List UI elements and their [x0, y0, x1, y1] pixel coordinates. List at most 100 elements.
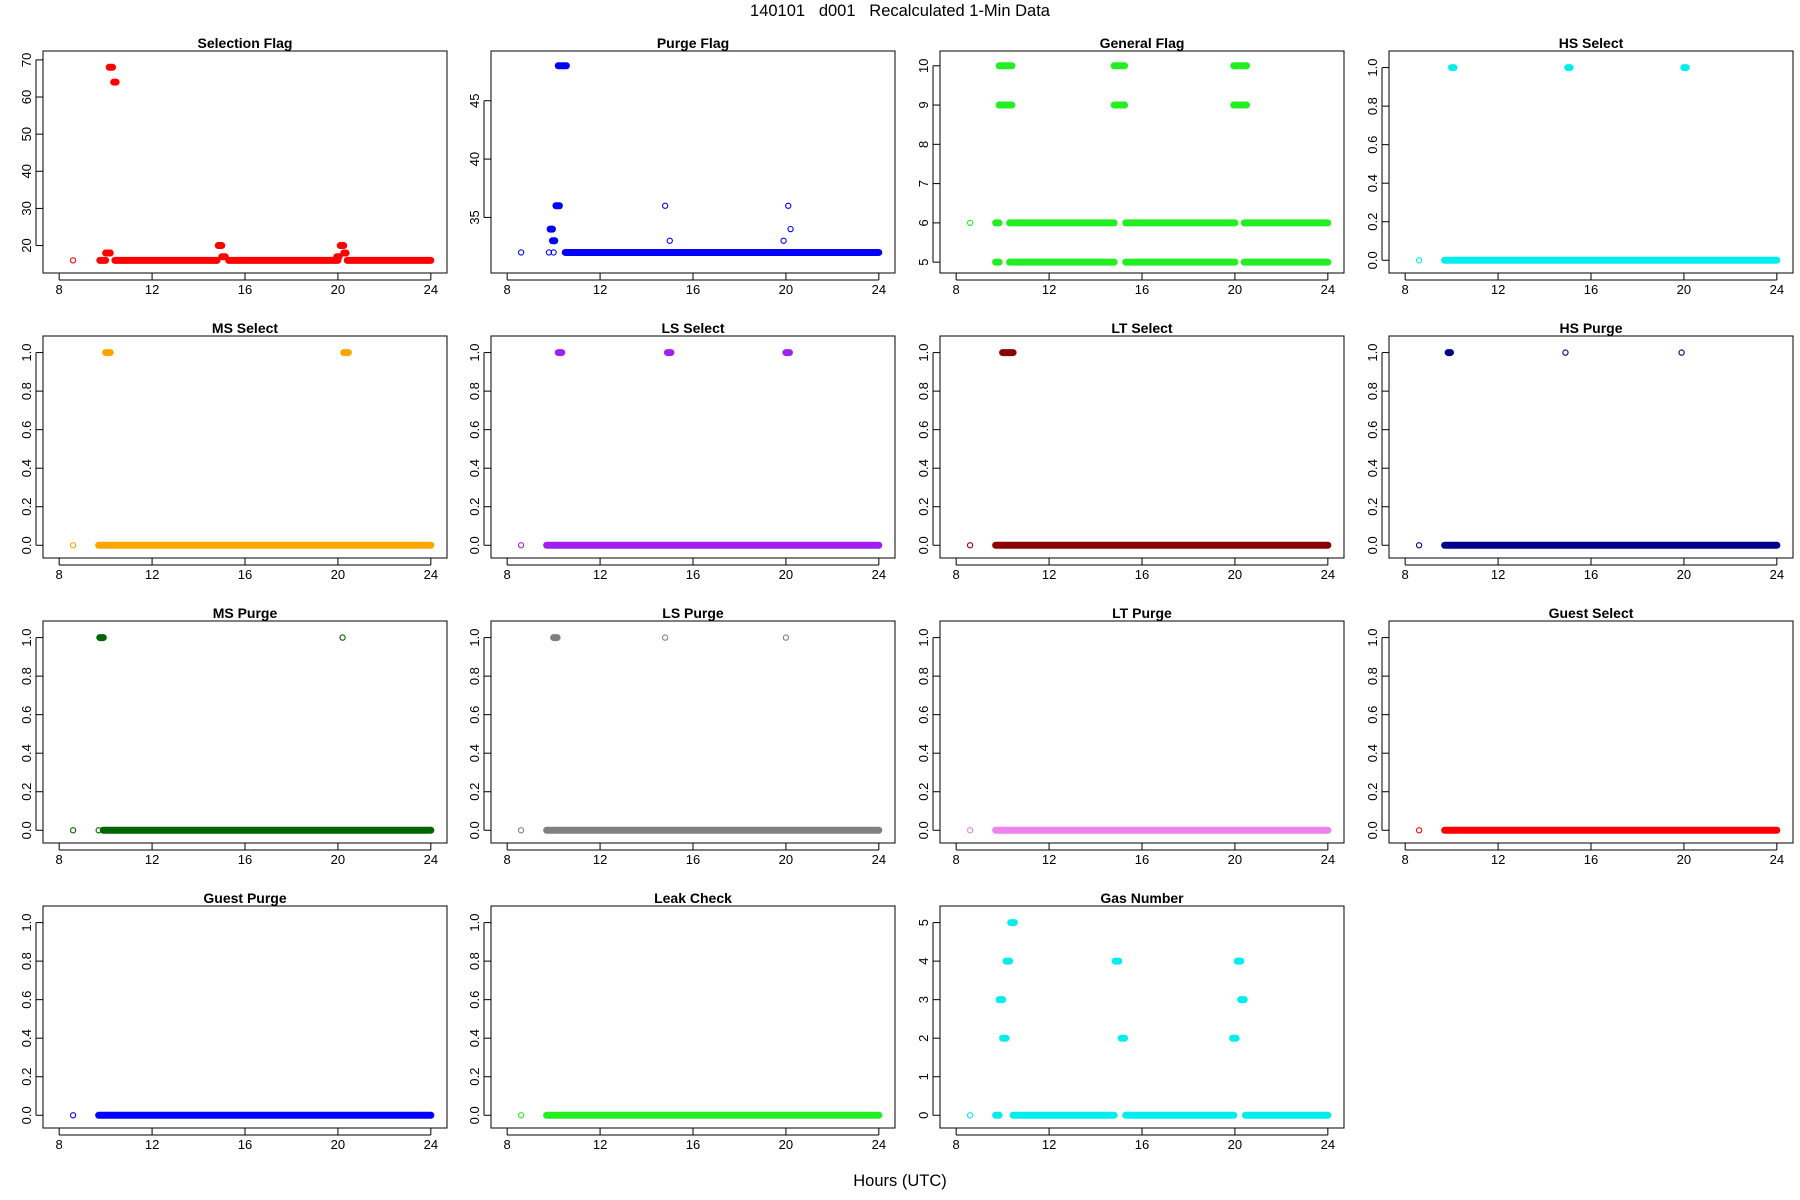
- y-tick-label: 60: [19, 90, 34, 104]
- x-tick-label: 20: [1677, 852, 1691, 867]
- x-tick-label: 20: [779, 852, 793, 867]
- y-tick-label: 0.8: [467, 667, 482, 685]
- y-tick-label: 70: [19, 53, 34, 67]
- panel-title: Selection Flag: [198, 35, 293, 51]
- panel-frame: [1388, 335, 1794, 559]
- data-point: [1415, 827, 1423, 834]
- x-tick-label: 12: [145, 1137, 159, 1152]
- panel: Purge Flag 8 12 16 20 24 35 40 45: [467, 35, 896, 297]
- y-tick-label: 4: [916, 958, 931, 965]
- data-point: [966, 827, 974, 834]
- y-tick-label: 0: [916, 1112, 931, 1119]
- panel-title: MS Purge: [213, 605, 278, 621]
- y-tick-label: 0.8: [19, 952, 34, 970]
- panel-title: Leak Check: [654, 890, 732, 906]
- panel: HS Purge 8 12 16 20 24 0.0 0.2 0.4 0.6 0.8 1.0: [1365, 320, 1794, 582]
- x-tick-label: 16: [1135, 852, 1149, 867]
- x-tick-label: 16: [1584, 282, 1598, 297]
- y-tick-label: 0.2: [1365, 213, 1380, 231]
- panel: MS Purge 8 12 16 20 24 0.0 0.2 0.4 0.6 0.8 1.0: [19, 605, 448, 867]
- x-tick-label: 12: [593, 1137, 607, 1152]
- panel-frame: [42, 905, 448, 1129]
- y-tick-label: 0.0: [19, 1106, 34, 1124]
- x-tick-label: 24: [1321, 567, 1335, 582]
- panel-frame: [939, 620, 1345, 844]
- y-tick-label: 1.0: [916, 629, 931, 647]
- x-tick-label: 16: [686, 852, 700, 867]
- y-tick-label: 3: [916, 996, 931, 1003]
- y-tick-label: 40: [467, 152, 482, 166]
- x-tick-label: 16: [1135, 1137, 1149, 1152]
- y-tick-label: 0.0: [916, 821, 931, 839]
- panel-frame: [490, 335, 896, 559]
- x-tick-label: 20: [1677, 567, 1691, 582]
- y-tick-label: 0.4: [916, 744, 931, 762]
- x-tick-label: 8: [1402, 567, 1409, 582]
- panel: Guest Purge 8 12 16 20 24 0.0 0.2 0.4 0.6 0.8 1.0: [19, 890, 448, 1152]
- y-tick-label: 1.0: [467, 344, 482, 362]
- y-tick-label: 1.0: [1365, 629, 1380, 647]
- panel-title: HS Select: [1559, 35, 1624, 51]
- panel-frame: [939, 905, 1345, 1129]
- x-tick-label: 24: [1321, 852, 1335, 867]
- y-tick-label: 0.8: [467, 382, 482, 400]
- x-tick-label: 12: [593, 567, 607, 582]
- y-tick-label: 0.8: [916, 382, 931, 400]
- x-tick-label: 8: [953, 852, 960, 867]
- y-tick-label: 0.8: [1365, 97, 1380, 115]
- y-tick-label: 0.8: [1365, 667, 1380, 685]
- y-tick-label: 7: [916, 180, 931, 187]
- x-tick-label: 24: [424, 282, 438, 297]
- x-tick-label: 8: [56, 282, 63, 297]
- y-tick-label: 0.6: [916, 421, 931, 439]
- y-tick-label: 0.4: [467, 744, 482, 762]
- panel-title: Purge Flag: [657, 35, 729, 51]
- x-tick-label: 16: [238, 567, 252, 582]
- y-tick-label: 50: [19, 127, 34, 141]
- x-tick-label: 20: [1228, 567, 1242, 582]
- y-tick-label: 0.6: [1365, 136, 1380, 154]
- panel: LS Select 8 12 16 20 24 0.0 0.2 0.4 0.6 0.8 1.0: [467, 320, 896, 582]
- y-tick-label: 0.4: [916, 459, 931, 477]
- x-tick-label: 24: [424, 1137, 438, 1152]
- panel: LS Purge 8 12 16 20 24 0.0 0.2 0.4 0.6 0.8 1.0: [467, 605, 896, 867]
- panel: Guest Select 8 12 16 20 24 0.0 0.2 0.4 0.6 0.8 1.0: [1365, 605, 1794, 867]
- panel: General Flag 8 12 16 20 24 5 6 7 8 9 10: [916, 35, 1345, 297]
- x-tick-label: 16: [1135, 567, 1149, 582]
- y-tick-label: 0.2: [19, 498, 34, 516]
- y-tick-label: 0.0: [19, 821, 34, 839]
- x-tick-label: 20: [1228, 1137, 1242, 1152]
- y-tick-label: 0.4: [467, 1029, 482, 1047]
- y-tick-label: 2: [916, 1035, 931, 1042]
- x-tick-label: 20: [331, 852, 345, 867]
- x-tick-label: 8: [953, 567, 960, 582]
- y-tick-label: 0.0: [1365, 536, 1380, 554]
- data-point: [69, 827, 77, 834]
- y-tick-label: 0.0: [19, 536, 34, 554]
- panel-title: HS Purge: [1559, 320, 1622, 336]
- x-tick-label: 8: [953, 1137, 960, 1152]
- x-tick-label: 24: [1321, 282, 1335, 297]
- x-tick-label: 24: [872, 282, 886, 297]
- y-tick-label: 0.8: [467, 952, 482, 970]
- x-tick-label: 20: [1228, 282, 1242, 297]
- y-tick-label: 0.6: [19, 421, 34, 439]
- data-point: [517, 827, 525, 834]
- panel-frame: [42, 335, 448, 559]
- x-tick-label: 24: [872, 1137, 886, 1152]
- y-tick-label: 0.6: [467, 421, 482, 439]
- x-tick-label: 20: [779, 1137, 793, 1152]
- y-tick-label: 0.2: [1365, 783, 1380, 801]
- panel-frame: [939, 50, 1345, 274]
- x-tick-label: 16: [1135, 282, 1149, 297]
- x-tick-label: 8: [1402, 282, 1409, 297]
- y-tick-label: 0.2: [916, 498, 931, 516]
- panel: LT Select 8 12 16 20 24 0.0 0.2 0.4 0.6 0.8 1.0: [916, 320, 1345, 582]
- panel-frame: [490, 905, 896, 1129]
- data-point: [69, 257, 77, 264]
- x-tick-label: 8: [1402, 852, 1409, 867]
- y-tick-label: 0.0: [1365, 821, 1380, 839]
- y-tick-label: 0.6: [467, 706, 482, 724]
- x-tick-label: 8: [504, 567, 511, 582]
